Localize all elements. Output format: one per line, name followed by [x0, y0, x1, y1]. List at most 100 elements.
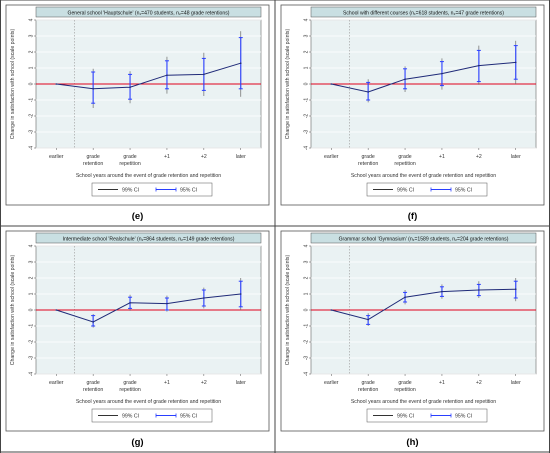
panel-title-bar — [310, 6, 537, 18]
y-axis-label: Change in satisfaction with school (scal… — [10, 29, 16, 140]
legend-label: 95% CI — [180, 413, 197, 419]
x-tick-label: retention — [83, 387, 103, 393]
estimate-point — [55, 83, 58, 85]
x-tick-label: earlier — [49, 154, 64, 160]
x-tick-label: grade — [123, 154, 136, 160]
estimate-point — [367, 91, 369, 93]
estimate-point — [166, 74, 168, 76]
x-tick-label: grade — [87, 154, 100, 160]
x-tick-label: +2 — [201, 154, 207, 160]
x-tick-label: +1 — [164, 380, 170, 386]
legend-label: 99% CI — [122, 187, 139, 193]
y-tick-label: 2 — [28, 50, 34, 53]
estimate-point — [367, 318, 369, 321]
y-tick-label: -1 — [28, 98, 34, 103]
panel-letter: (h) — [406, 437, 418, 448]
y-axis-label: Change in satisfaction with school (scal… — [10, 255, 16, 366]
y-tick-label: -1 — [28, 324, 34, 329]
estimate-point — [514, 288, 517, 290]
y-tick-label: -3 — [28, 356, 34, 361]
estimate-point — [129, 86, 131, 88]
x-tick-label: grade — [123, 380, 136, 386]
x-tick-label: grade — [87, 380, 100, 386]
x-tick-label: earlier — [324, 380, 339, 386]
panel-e: General school 'Hauptschule' (n₁=470 stu… — [5, 4, 270, 222]
x-tick-label: +1 — [439, 154, 445, 160]
panel-title: School with different courses (n₁=618 st… — [343, 11, 504, 17]
estimate-point — [129, 302, 131, 304]
x-axis-label: School years around the event of grade r… — [76, 173, 221, 179]
panel-letter: (e) — [132, 211, 144, 222]
x-tick-label: earlier — [49, 380, 64, 386]
x-tick-label: grade — [398, 380, 411, 386]
estimate-point — [441, 72, 443, 75]
legend-label: 95% CI — [180, 187, 197, 193]
estimate-point — [92, 88, 94, 90]
estimate-line — [331, 61, 516, 93]
legend-label: 95% CI — [455, 413, 472, 419]
y-tick-label: -3 — [303, 356, 309, 361]
x-tick-label: grade — [362, 380, 375, 386]
y-tick-label: 4 — [303, 18, 309, 21]
y-tick-label: -2 — [28, 114, 34, 119]
panel-title: Intermediate school 'Realschule' (n₁=864… — [63, 237, 235, 243]
y-tick-label: 2 — [303, 50, 309, 53]
y-tick-label: 3 — [303, 34, 309, 37]
estimate-point — [166, 302, 168, 305]
x-tick-label: repetition — [394, 387, 415, 393]
legend-label: 95% CI — [455, 187, 472, 193]
estimate-point — [203, 73, 205, 76]
x-tick-label: later — [236, 154, 246, 160]
panel-letter: (g) — [131, 437, 143, 448]
panel-title-bar — [310, 232, 537, 244]
panel-letter: (f) — [408, 211, 418, 222]
y-tick-label: 1 — [303, 292, 309, 295]
y-tick-label: 1 — [28, 292, 34, 295]
panel-title: General school 'Hauptschule' (n₁=470 stu… — [68, 11, 230, 17]
panel-title: Grammar school 'Gymnasium' (n₁=1589 stud… — [339, 237, 509, 243]
panel-g: Intermediate school 'Realschule' (n₁=864… — [5, 230, 270, 448]
x-tick-label: later — [511, 154, 521, 160]
panel-f: School with different courses (n₁=618 st… — [280, 4, 545, 222]
x-tick-label: +1 — [164, 154, 170, 160]
y-tick-label: -2 — [303, 114, 309, 119]
y-tick-label: -2 — [28, 340, 34, 345]
legend-label: 99% CI — [122, 413, 139, 419]
x-tick-label: repetition — [394, 161, 415, 167]
x-tick-label: +2 — [476, 380, 482, 386]
legend-box — [91, 182, 213, 197]
y-tick-label: -4 — [303, 146, 309, 151]
estimate-point — [404, 296, 406, 298]
x-axis-label: School years around the event of grade r… — [76, 399, 221, 405]
panel-title-bar — [35, 232, 262, 244]
estimate-line — [331, 288, 516, 321]
x-tick-label: retention — [358, 387, 378, 393]
panel-title-bar — [35, 6, 262, 18]
x-tick-label: +2 — [476, 154, 482, 160]
estimate-line — [56, 62, 241, 90]
y-tick-label: 2 — [28, 276, 34, 279]
y-tick-label: -4 — [28, 146, 34, 151]
y-tick-label: 1 — [303, 66, 309, 69]
panel-h: Grammar school 'Gymnasium' (n₁=1589 stud… — [280, 230, 545, 448]
x-tick-label: grade — [398, 154, 411, 160]
y-tick-label: 0 — [303, 308, 309, 311]
y-tick-label: -4 — [303, 372, 309, 377]
x-tick-label: +1 — [439, 380, 445, 386]
x-tick-label: grade — [362, 154, 375, 160]
x-axis-label: School years around the event of grade r… — [351, 173, 496, 179]
estimate-line — [56, 293, 241, 323]
x-tick-label: later — [236, 380, 246, 386]
x-tick-label: repetition — [119, 387, 140, 393]
y-tick-label: 4 — [28, 244, 34, 247]
y-tick-label: -3 — [303, 130, 309, 135]
y-tick-label: 3 — [303, 260, 309, 263]
estimate-point — [55, 309, 58, 311]
x-tick-label: repetition — [119, 161, 140, 167]
x-tick-label: earlier — [324, 154, 339, 160]
estimate-point — [478, 289, 480, 291]
estimate-point — [203, 297, 205, 299]
legend-box — [366, 182, 488, 197]
y-tick-label: 4 — [28, 18, 34, 21]
